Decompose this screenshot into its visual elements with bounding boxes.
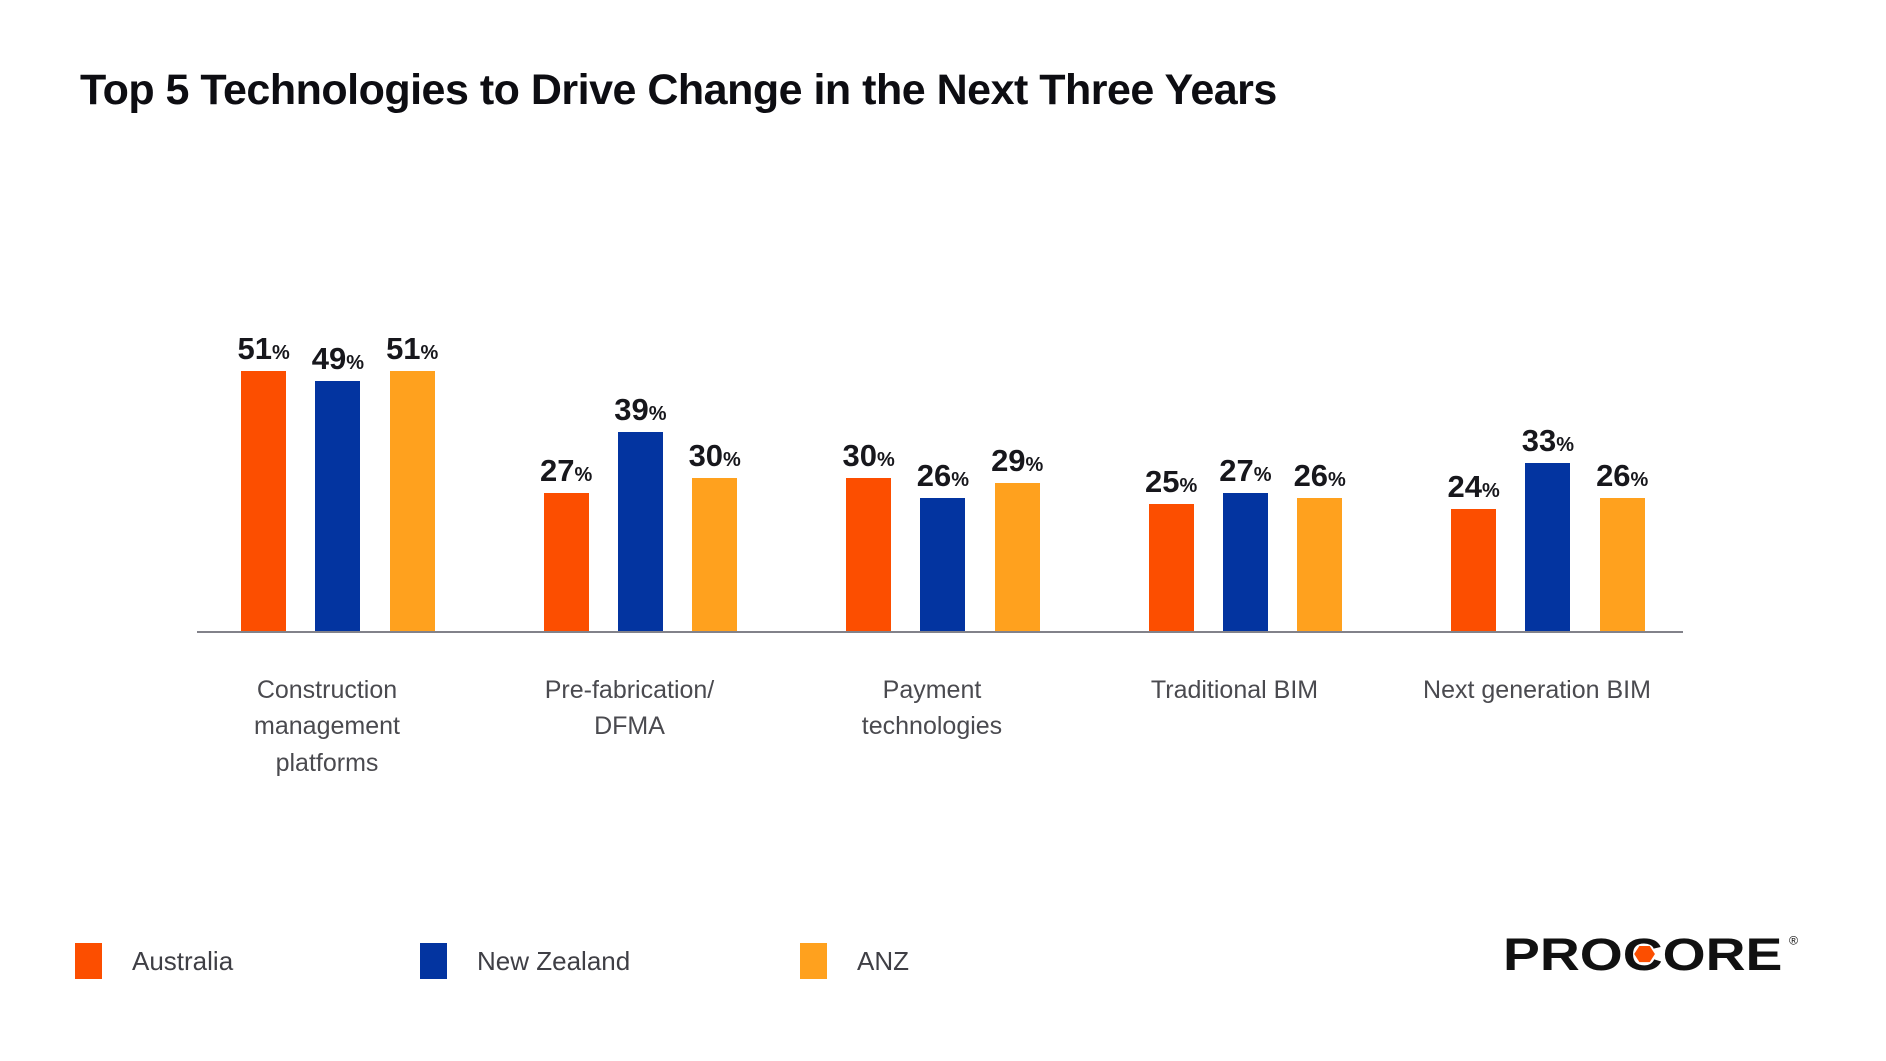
bar-new-zealand — [617, 432, 663, 631]
legend-label: Australia — [132, 945, 234, 976]
value-label: 26% — [1293, 458, 1346, 494]
value-label: 24% — [1447, 468, 1500, 504]
bar-australia — [846, 478, 892, 631]
bar-australia — [241, 370, 287, 631]
bar-wrap-anz: 51% — [386, 333, 438, 631]
bar-wrap-anz: 26% — [1596, 460, 1648, 631]
legend-swatch-new-zealand — [420, 943, 447, 979]
bar-group-construction: 51% 49% 51% — [238, 333, 438, 631]
value-label: 29% — [991, 443, 1044, 479]
bar-wrap-anz: 30% — [689, 440, 741, 631]
x-axis-line — [197, 631, 1683, 633]
bar-group-payment: 30% 26% 29% — [843, 440, 1043, 631]
category-label-next-generation-bim: Next generation BIM — [1423, 676, 1651, 704]
bar-group-pre-fabrication: 27% 39% 30% — [540, 394, 741, 631]
bar-wrap-australia: 51% — [238, 333, 290, 631]
category-label-pre-fabrication: Pre-fabrication/ DFMA — [544, 676, 715, 741]
value-label: 26% — [1596, 458, 1649, 494]
value-label: 51% — [237, 330, 290, 366]
bar-anz — [1599, 498, 1645, 631]
bar-wrap-australia: 30% — [843, 440, 895, 631]
bar-wrap-new-zealand: 39% — [614, 392, 667, 631]
value-label: 51% — [386, 330, 439, 366]
bar-wrap-new-zealand: 26% — [917, 460, 969, 631]
value-label: 25% — [1145, 463, 1198, 499]
bar-anz — [389, 370, 435, 631]
bar-group-next-generation-bim: 24% 33% 26% — [1448, 425, 1648, 631]
bar-wrap-anz: 29% — [991, 445, 1043, 631]
bar-wrap-new-zealand: 27% — [1219, 453, 1272, 631]
bar-anz — [994, 483, 1040, 631]
legend-item-australia: Australia — [75, 943, 233, 979]
bar-anz — [692, 478, 738, 631]
value-label: 49% — [311, 341, 365, 377]
bar-anz — [1297, 498, 1343, 631]
category-label-traditional-bim: Traditional BIM — [1150, 676, 1319, 704]
registered-mark: ® — [1789, 934, 1798, 948]
bar-new-zealand — [315, 381, 361, 631]
procore-logo-svg: PROCORE ® — [1503, 929, 1798, 980]
value-label: 27% — [1219, 453, 1272, 489]
chart-title: Top 5 Technologies to Drive Change in th… — [80, 66, 1277, 114]
legend-swatch-australia — [75, 943, 102, 979]
legend-item-anz: ANZ — [800, 943, 909, 979]
bar-wrap-australia: 27% — [540, 455, 592, 631]
bar-wrap-australia: 25% — [1145, 463, 1198, 631]
category-label-construction: Construction management platforms — [254, 676, 400, 777]
bar-new-zealand — [1222, 493, 1268, 631]
bar-wrap-australia: 24% — [1448, 471, 1500, 631]
bar-chart: 51% 49% 51% 27% 39% 30% 30% 26% 29% 25% 27% 26% 24% 3… — [197, 250, 1683, 633]
bar-australia — [543, 493, 589, 631]
bar-wrap-new-zealand: 49% — [312, 343, 364, 631]
bar-wrap-new-zealand: 33% — [1522, 425, 1574, 631]
value-label: 33% — [1521, 422, 1575, 458]
bar-new-zealand — [1525, 462, 1571, 631]
value-label: 30% — [842, 438, 895, 473]
legend-label: New Zealand — [477, 945, 631, 976]
legend-item-new-zealand: New Zealand — [420, 943, 630, 979]
procore-hexagon-icon — [1634, 946, 1655, 963]
category-label-payment: Payment technologies — [861, 676, 1003, 741]
bar-new-zealand — [920, 498, 966, 631]
value-label: 30% — [688, 438, 741, 473]
procore-logo: PROCORE ® — [1503, 929, 1805, 980]
legend-swatch-anz — [800, 943, 827, 979]
value-label: 26% — [916, 458, 970, 494]
bar-wrap-anz: 26% — [1294, 460, 1346, 631]
legend-label: ANZ — [857, 945, 909, 976]
bar-australia — [1451, 508, 1497, 631]
bar-group-traditional-bim: 25% 27% 26% — [1145, 455, 1346, 631]
value-label: 27% — [540, 453, 593, 489]
bar-australia — [1148, 503, 1194, 631]
value-label: 39% — [614, 392, 667, 428]
